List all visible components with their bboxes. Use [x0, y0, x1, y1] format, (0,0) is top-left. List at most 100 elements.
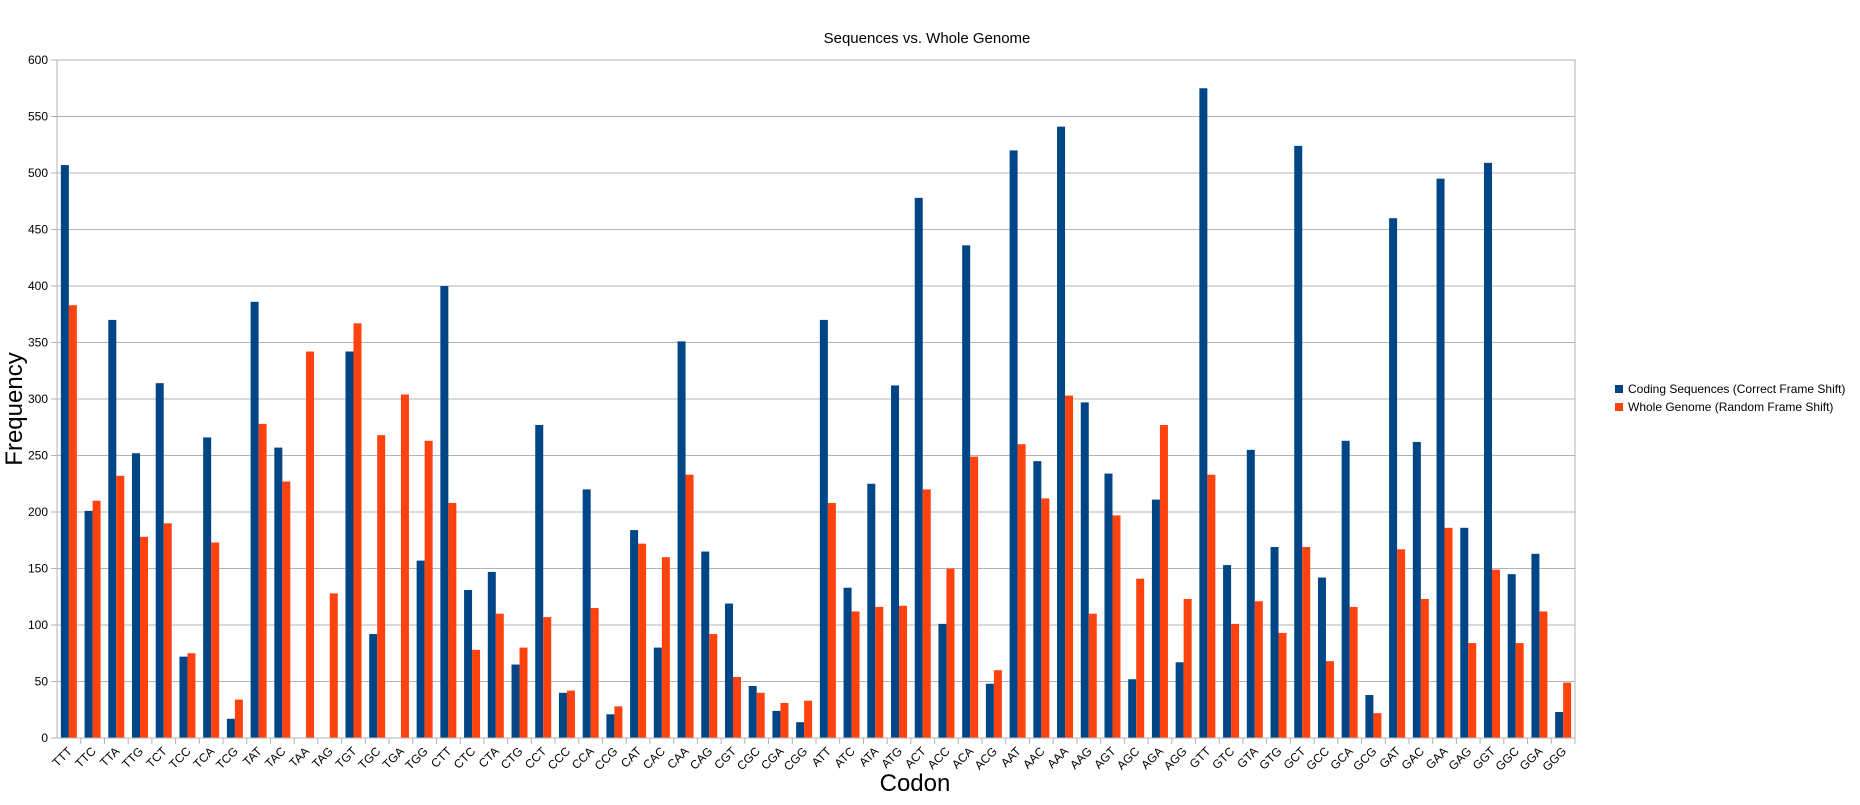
- bar-whole-genome-cgg: [804, 700, 813, 738]
- bar-coding-tcc: [179, 656, 188, 738]
- legend: Coding Sequences (Correct Frame Shift) W…: [1615, 382, 1845, 414]
- bar-coding-agt: [1104, 473, 1113, 738]
- bar-coding-ggg: [1555, 712, 1564, 738]
- bar-coding-tct: [155, 383, 164, 738]
- bar-whole-genome-caa: [685, 474, 694, 738]
- bar-whole-genome-aca: [970, 456, 979, 738]
- y-tick-label: 350: [28, 336, 48, 350]
- bars: [60, 88, 1572, 739]
- bar-whole-genome-atg: [899, 605, 908, 738]
- bar-coding-gga: [1531, 553, 1540, 738]
- x-axis-label: Codon: [880, 770, 951, 797]
- bar-whole-genome-cgt: [732, 676, 741, 738]
- bar-coding-ggt: [1483, 162, 1492, 738]
- bar-coding-cgt: [724, 603, 733, 738]
- bar-whole-genome-act: [922, 489, 931, 738]
- bar-whole-genome-ctt: [448, 502, 457, 738]
- bar-coding-atg: [891, 385, 900, 738]
- y-tick-label: 450: [28, 223, 48, 237]
- bar-coding-aca: [962, 245, 971, 738]
- bar-coding-tca: [203, 437, 212, 738]
- bar-coding-agc: [1128, 679, 1137, 738]
- bar-coding-aac: [1033, 461, 1042, 738]
- bar-coding-gtt: [1199, 88, 1208, 738]
- bar-whole-genome-tgc: [377, 435, 386, 738]
- bar-whole-genome-gtc: [1231, 623, 1240, 738]
- bar-coding-ctt: [440, 286, 449, 738]
- bar-coding-cgc: [748, 686, 757, 738]
- bar-whole-genome-aac: [1041, 498, 1050, 738]
- bar-coding-gct: [1294, 145, 1303, 738]
- bar-whole-genome-ggt: [1491, 569, 1500, 738]
- y-tick-label: 0: [41, 731, 48, 745]
- bar-whole-genome-gta: [1254, 601, 1263, 738]
- bar-coding-gcc: [1317, 577, 1326, 738]
- y-tick-label: 550: [28, 110, 48, 124]
- bar-whole-genome-ggc: [1515, 643, 1524, 738]
- bar-whole-genome-tcc: [187, 653, 196, 738]
- bar-whole-genome-tca: [211, 542, 220, 738]
- bar-whole-genome-gga: [1539, 611, 1548, 738]
- bar-whole-genome-agc: [1136, 578, 1145, 738]
- bar-coding-gtg: [1270, 547, 1279, 738]
- bar-coding-caa: [677, 341, 686, 738]
- bar-coding-act: [914, 197, 923, 739]
- bar-whole-genome-tgg: [424, 440, 433, 738]
- y-tick-label: 250: [28, 449, 48, 463]
- bar-whole-genome-cta: [495, 613, 504, 738]
- bar-coding-agg: [1175, 662, 1184, 738]
- bar-whole-genome-cga: [780, 702, 789, 738]
- bar-coding-tta: [108, 319, 117, 738]
- bar-coding-ctg: [511, 664, 520, 738]
- bar-coding-ctc: [464, 589, 473, 738]
- bar-whole-genome-tct: [163, 523, 172, 738]
- bar-whole-genome-agt: [1112, 515, 1121, 738]
- bar-whole-genome-acg: [993, 670, 1002, 738]
- bar-coding-gaa: [1436, 178, 1445, 738]
- bar-whole-genome-taa: [306, 351, 315, 738]
- bar-whole-genome-gag: [1468, 643, 1477, 738]
- bar-whole-genome-ccg: [614, 706, 623, 738]
- y-tick-label: 200: [28, 505, 48, 519]
- bar-coding-gcg: [1365, 695, 1374, 738]
- bar-whole-genome-gct: [1302, 547, 1311, 738]
- bar-coding-ccg: [606, 714, 615, 738]
- bar-coding-cat: [630, 530, 639, 738]
- legend-swatch-coding: [1615, 385, 1623, 393]
- bar-coding-cta: [487, 571, 496, 738]
- bar-whole-genome-ttt: [68, 305, 77, 738]
- y-tick-label: 50: [35, 675, 49, 689]
- bar-coding-gat: [1389, 218, 1398, 738]
- y-axis-label: Frequency: [1, 352, 28, 465]
- bar-whole-genome-cct: [543, 617, 552, 738]
- bar-whole-genome-tat: [258, 423, 267, 738]
- bar-whole-genome-gac: [1420, 599, 1429, 738]
- bar-coding-tgg: [416, 560, 425, 738]
- bar-whole-genome-tta: [116, 475, 125, 738]
- bar-coding-ttc: [84, 510, 93, 738]
- bar-whole-genome-att: [827, 502, 836, 738]
- bar-coding-ttt: [60, 165, 69, 739]
- bar-coding-cgg: [796, 722, 805, 738]
- y-tick-label: 300: [28, 392, 48, 406]
- bar-coding-tat: [250, 301, 259, 738]
- bar-whole-genome-cag: [709, 634, 718, 738]
- bar-coding-gac: [1412, 441, 1421, 738]
- bar-whole-genome-aga: [1159, 424, 1168, 738]
- chart-title: Sequences vs. Whole Genome: [824, 30, 1031, 47]
- bar-coding-aag: [1080, 402, 1089, 738]
- bar-whole-genome-atc: [851, 611, 860, 738]
- bar-coding-tac: [274, 447, 283, 738]
- y-axis-ticks: 0 50 100 150 200 250 300 350 400 450 500 550 600: [28, 53, 57, 745]
- bar-coding-gta: [1246, 449, 1255, 738]
- bar-coding-atc: [843, 587, 852, 738]
- bar-whole-genome-tgt: [353, 323, 362, 738]
- bar-whole-genome-ggg: [1563, 682, 1572, 738]
- bar-coding-tcg: [226, 718, 235, 738]
- bar-whole-genome-gtt: [1207, 474, 1216, 738]
- bar-coding-cac: [653, 647, 662, 738]
- bar-whole-genome-ctg: [519, 647, 528, 738]
- bar-coding-gca: [1341, 440, 1350, 738]
